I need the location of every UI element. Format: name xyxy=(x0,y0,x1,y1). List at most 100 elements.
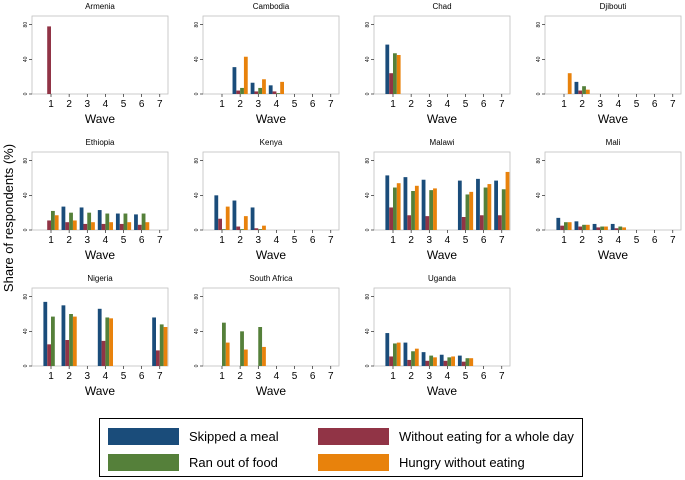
y-tick-label: 0 xyxy=(194,228,200,231)
x-tick-label: 2 xyxy=(237,99,243,110)
plot-frame xyxy=(544,15,682,95)
x-tick-label: 5 xyxy=(121,235,127,246)
y-tick-label: 40 xyxy=(194,328,200,334)
y-tick-label: 80 xyxy=(23,158,29,164)
x-tick-label: 6 xyxy=(481,235,487,246)
bar-skipped-wave-2 xyxy=(403,177,408,230)
x-tick-label: 5 xyxy=(634,99,640,110)
bar-ran_out-wave-1 xyxy=(393,187,397,230)
bar-hungry-wave-1 xyxy=(396,55,401,94)
plot-frame xyxy=(373,151,511,231)
bar-whole_day-wave-4 xyxy=(443,360,448,366)
x-tick-label: 7 xyxy=(670,235,676,246)
bar-ran_out-wave-6 xyxy=(141,213,146,230)
bar-hungry-wave-4 xyxy=(622,227,626,230)
x-tick-label: 3 xyxy=(597,99,603,110)
bar-skipped-wave-4 xyxy=(268,85,273,94)
panel-title: Mali xyxy=(606,138,621,147)
bar-whole_day-wave-1 xyxy=(389,207,393,230)
bar-whole_day-wave-1 xyxy=(560,225,564,230)
bar-ran_out-wave-4 xyxy=(447,357,452,366)
x-axis-title: Wave xyxy=(598,112,629,126)
y-tick-label: 80 xyxy=(365,158,371,164)
plot-frame xyxy=(31,15,169,95)
bar-hungry-wave-3 xyxy=(91,222,95,230)
x-tick-label: 5 xyxy=(463,99,469,110)
bar-ran_out-wave-3 xyxy=(258,87,263,94)
bar-hungry-wave-2 xyxy=(585,89,590,94)
bar-whole_day-wave-2 xyxy=(236,90,241,94)
bar-ran_out-wave-2 xyxy=(240,87,244,94)
bar-skipped-wave-3 xyxy=(250,82,255,94)
bar-ran_out-wave-6 xyxy=(483,187,488,230)
y-tick-label: 80 xyxy=(365,294,371,300)
x-axis-title: Wave xyxy=(256,384,287,398)
y-tick-label: 40 xyxy=(536,192,542,198)
legend-swatch xyxy=(318,427,389,445)
x-tick-label: 3 xyxy=(255,235,261,246)
bar-skipped-wave-1 xyxy=(385,333,390,366)
legend-label: Skipped a meal xyxy=(189,428,279,444)
bar-ran_out-wave-1 xyxy=(51,316,55,366)
y-axis-title: Share of respondents (%) xyxy=(1,144,16,292)
y-tick-label: 0 xyxy=(23,92,29,95)
bar-hungry-wave-1 xyxy=(225,206,230,230)
y-tick-label: 40 xyxy=(23,328,29,334)
x-tick-label: 4 xyxy=(445,99,451,110)
x-tick-label: 2 xyxy=(66,371,72,382)
bar-ran_out-wave-4 xyxy=(105,213,110,230)
bar-whole_day-wave-3 xyxy=(254,91,259,94)
y-tick-label: 80 xyxy=(365,22,371,28)
x-tick-label: 7 xyxy=(499,99,505,110)
y-tick-label: 40 xyxy=(23,192,29,198)
bar-hungry-wave-4 xyxy=(109,222,113,230)
x-tick-label: 2 xyxy=(237,235,243,246)
x-tick-label: 3 xyxy=(84,371,90,382)
bar-whole_day-wave-3 xyxy=(425,216,430,230)
bar-ran_out-wave-1 xyxy=(222,229,226,230)
x-tick-label: 5 xyxy=(463,371,469,382)
bar-hungry-wave-3 xyxy=(262,79,266,94)
x-tick-label: 4 xyxy=(445,371,451,382)
bar-skipped-wave-4 xyxy=(97,210,102,230)
bar-skipped-wave-5 xyxy=(457,355,462,366)
legend-item-skipped: Skipped a meal xyxy=(108,426,279,446)
bar-whole_day-wave-2 xyxy=(65,222,70,230)
x-tick-label: 4 xyxy=(103,235,109,246)
x-tick-label: 6 xyxy=(481,99,487,110)
bar-skipped-wave-2 xyxy=(574,221,579,230)
y-tick-label: 0 xyxy=(365,228,371,231)
y-tick-label: 80 xyxy=(194,294,200,300)
bar-whole_day-wave-6 xyxy=(479,215,484,230)
x-tick-label: 5 xyxy=(292,235,298,246)
y-tick-label: 0 xyxy=(194,364,200,367)
x-tick-label: 7 xyxy=(157,235,163,246)
x-tick-label: 1 xyxy=(219,235,225,246)
bar-hungry-wave-1 xyxy=(396,183,401,230)
x-tick-label: 4 xyxy=(274,99,280,110)
bar-hungry-wave-1 xyxy=(225,342,230,366)
panel-kenya: Kenya 0 40 80 1 2 3 4 5 6 7 Wave xyxy=(194,138,340,262)
x-tick-label: 3 xyxy=(426,371,432,382)
y-tick-label: 40 xyxy=(23,56,29,62)
bar-hungry-wave-3 xyxy=(433,357,437,366)
y-tick-label: 40 xyxy=(536,56,542,62)
bar-ran_out-wave-5 xyxy=(465,358,470,366)
bar-hungry-wave-3 xyxy=(433,188,437,230)
legend-label: Without eating for a whole day xyxy=(399,428,574,444)
bar-skipped-wave-5 xyxy=(457,180,462,230)
bar-skipped-wave-2 xyxy=(61,206,66,230)
bar-whole_day-wave-2 xyxy=(236,226,241,230)
bar-skipped-wave-2 xyxy=(574,81,579,94)
bar-hungry-wave-4 xyxy=(451,356,455,366)
panel-title: Ethiopia xyxy=(86,138,115,147)
bar-hungry-wave-1 xyxy=(54,215,59,230)
bar-ran_out-wave-1 xyxy=(564,222,568,230)
bar-ran_out-wave-4 xyxy=(105,317,110,366)
bar-hungry-wave-7 xyxy=(163,327,168,366)
x-tick-label: 3 xyxy=(597,235,603,246)
panel-nigeria: Nigeria 0 40 80 1 2 3 4 5 6 7 Wave xyxy=(23,274,169,398)
x-axis-title: Wave xyxy=(85,112,116,126)
x-tick-label: 7 xyxy=(328,371,334,382)
bar-hungry-wave-2 xyxy=(243,216,248,230)
